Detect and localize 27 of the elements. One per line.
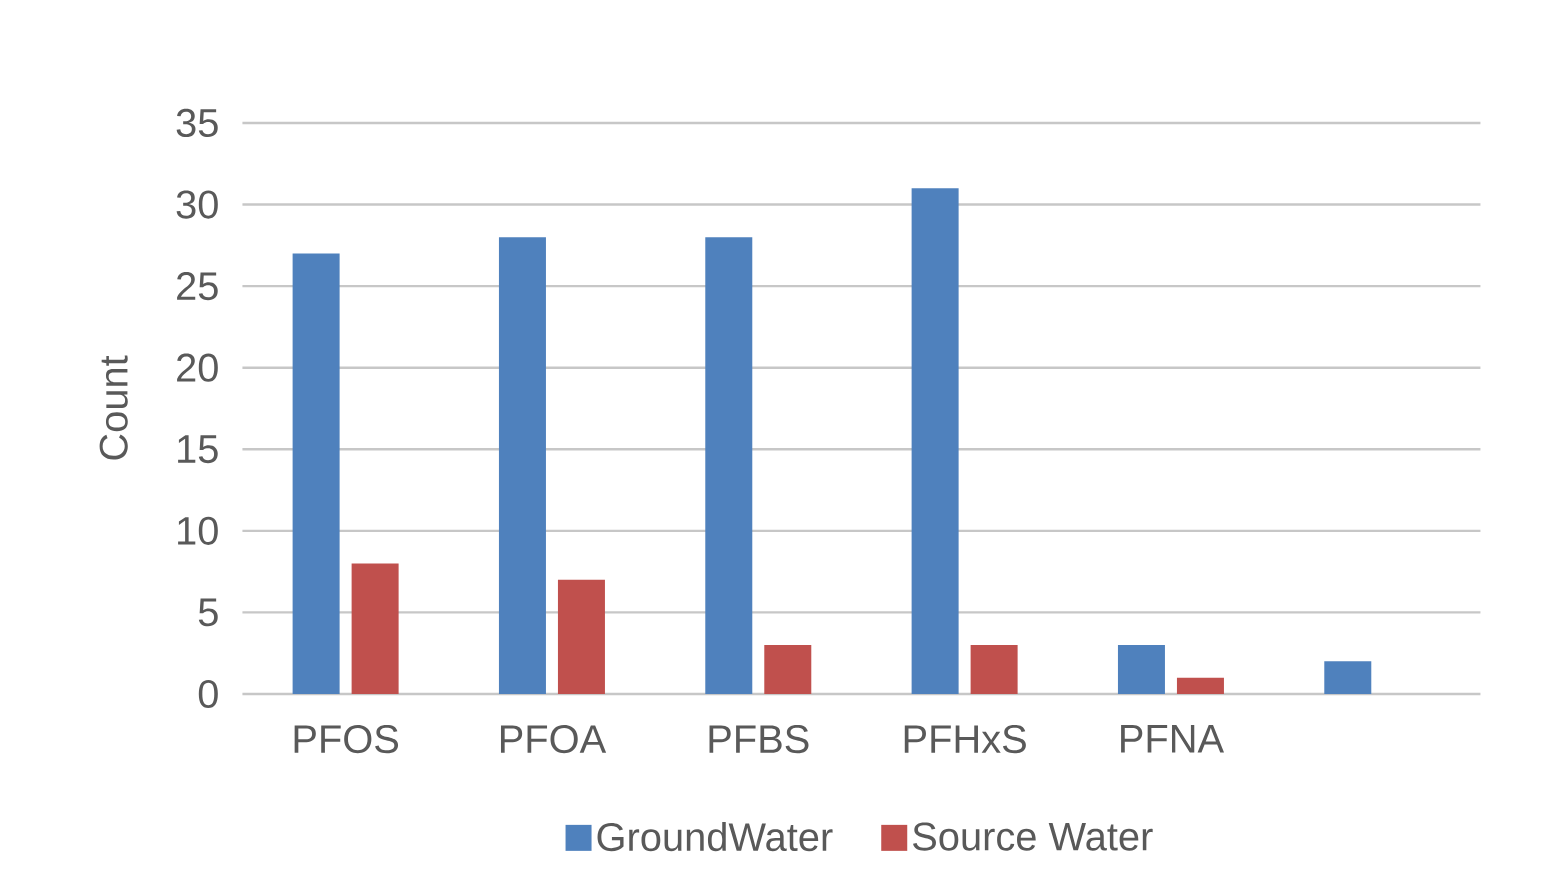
x-tick-label: PFOS	[294, 725, 399, 754]
y-tick-label: 30	[176, 190, 218, 219]
y-tick-label: 20	[177, 353, 218, 382]
y-tick-label: 5	[198, 598, 218, 627]
bar	[970, 645, 1018, 694]
bar	[911, 188, 959, 694]
legend-label: Source Water	[913, 822, 1153, 851]
y-tick-label: 10	[178, 516, 218, 545]
x-tick-label: PFHxS	[904, 725, 1026, 754]
x-tick-label: PFBS	[709, 725, 809, 754]
y-axis-title: Count	[99, 355, 128, 460]
bar	[1176, 677, 1224, 694]
bar	[498, 237, 546, 694]
bar	[705, 237, 753, 694]
bar	[351, 563, 399, 694]
y-tick-label: 35	[176, 108, 218, 138]
bar	[292, 253, 340, 694]
y-tick-label: 25	[177, 272, 218, 301]
y-tick-label: 0	[198, 679, 218, 709]
bar	[764, 645, 812, 694]
y-tick-label: 15	[178, 435, 218, 464]
x-tick-label: PFNA	[1121, 725, 1225, 753]
legend-label: GroundWater	[597, 821, 833, 852]
x-tick-label: PFOA	[500, 725, 607, 754]
bar	[1117, 645, 1165, 694]
bar	[1324, 661, 1372, 694]
bar	[557, 579, 605, 694]
